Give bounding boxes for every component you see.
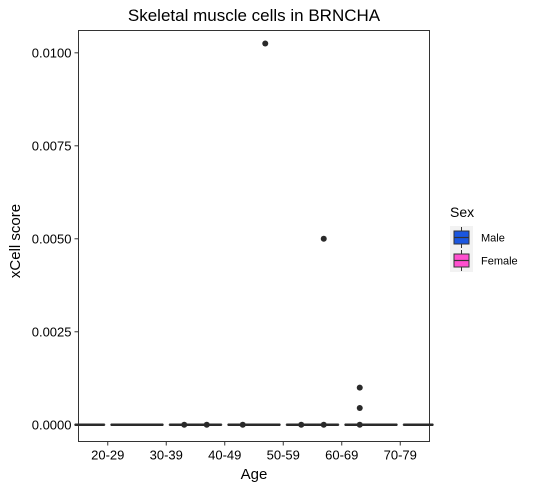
legend-entry-female: Female [450, 249, 518, 272]
y-axis: 0.0000 0.0025 0.0050 0.0075 0.0100 [32, 45, 79, 432]
outlier-point [203, 421, 210, 428]
x-tick-label: 30-39 [150, 448, 183, 463]
outlier-point [239, 421, 246, 428]
chart-title: Skeletal muscle cells in BRNCHA [128, 6, 381, 25]
outlier-point [262, 40, 269, 47]
y-tick-label: 0.0100 [32, 45, 72, 60]
x-tick-label: 70-79 [384, 448, 417, 463]
y-tick-label: 0.0075 [32, 138, 72, 153]
legend-label: Female [481, 256, 518, 268]
x-tick-label: 50-59 [267, 448, 300, 463]
outlier-point [356, 405, 363, 412]
y-tick-label: 0.0000 [32, 417, 72, 432]
legend-label: Male [481, 233, 505, 245]
x-tick-label: 60-69 [325, 448, 358, 463]
outlier-point [181, 421, 188, 428]
outlier-point [320, 235, 327, 242]
y-tick-label: 0.0025 [32, 324, 72, 339]
x-axis: 20-29 30-39 40-49 50-59 60-69 70-79 [91, 441, 417, 463]
legend-entry-male: Male [450, 226, 505, 249]
x-axis-title: Age [241, 466, 268, 483]
legend: Sex Male Female [450, 204, 518, 272]
y-axis-title: xCell score [7, 204, 24, 278]
x-tick-label: 40-49 [208, 448, 241, 463]
legend-title: Sex [450, 204, 474, 220]
y-tick-label: 0.0050 [32, 231, 72, 246]
outlier-point [356, 421, 363, 428]
x-tick-label: 20-29 [91, 448, 124, 463]
plot-panel [78, 30, 430, 442]
outlier-points [181, 40, 363, 428]
outlier-point [298, 421, 305, 428]
outlier-point [320, 421, 327, 428]
outlier-point [356, 384, 363, 391]
